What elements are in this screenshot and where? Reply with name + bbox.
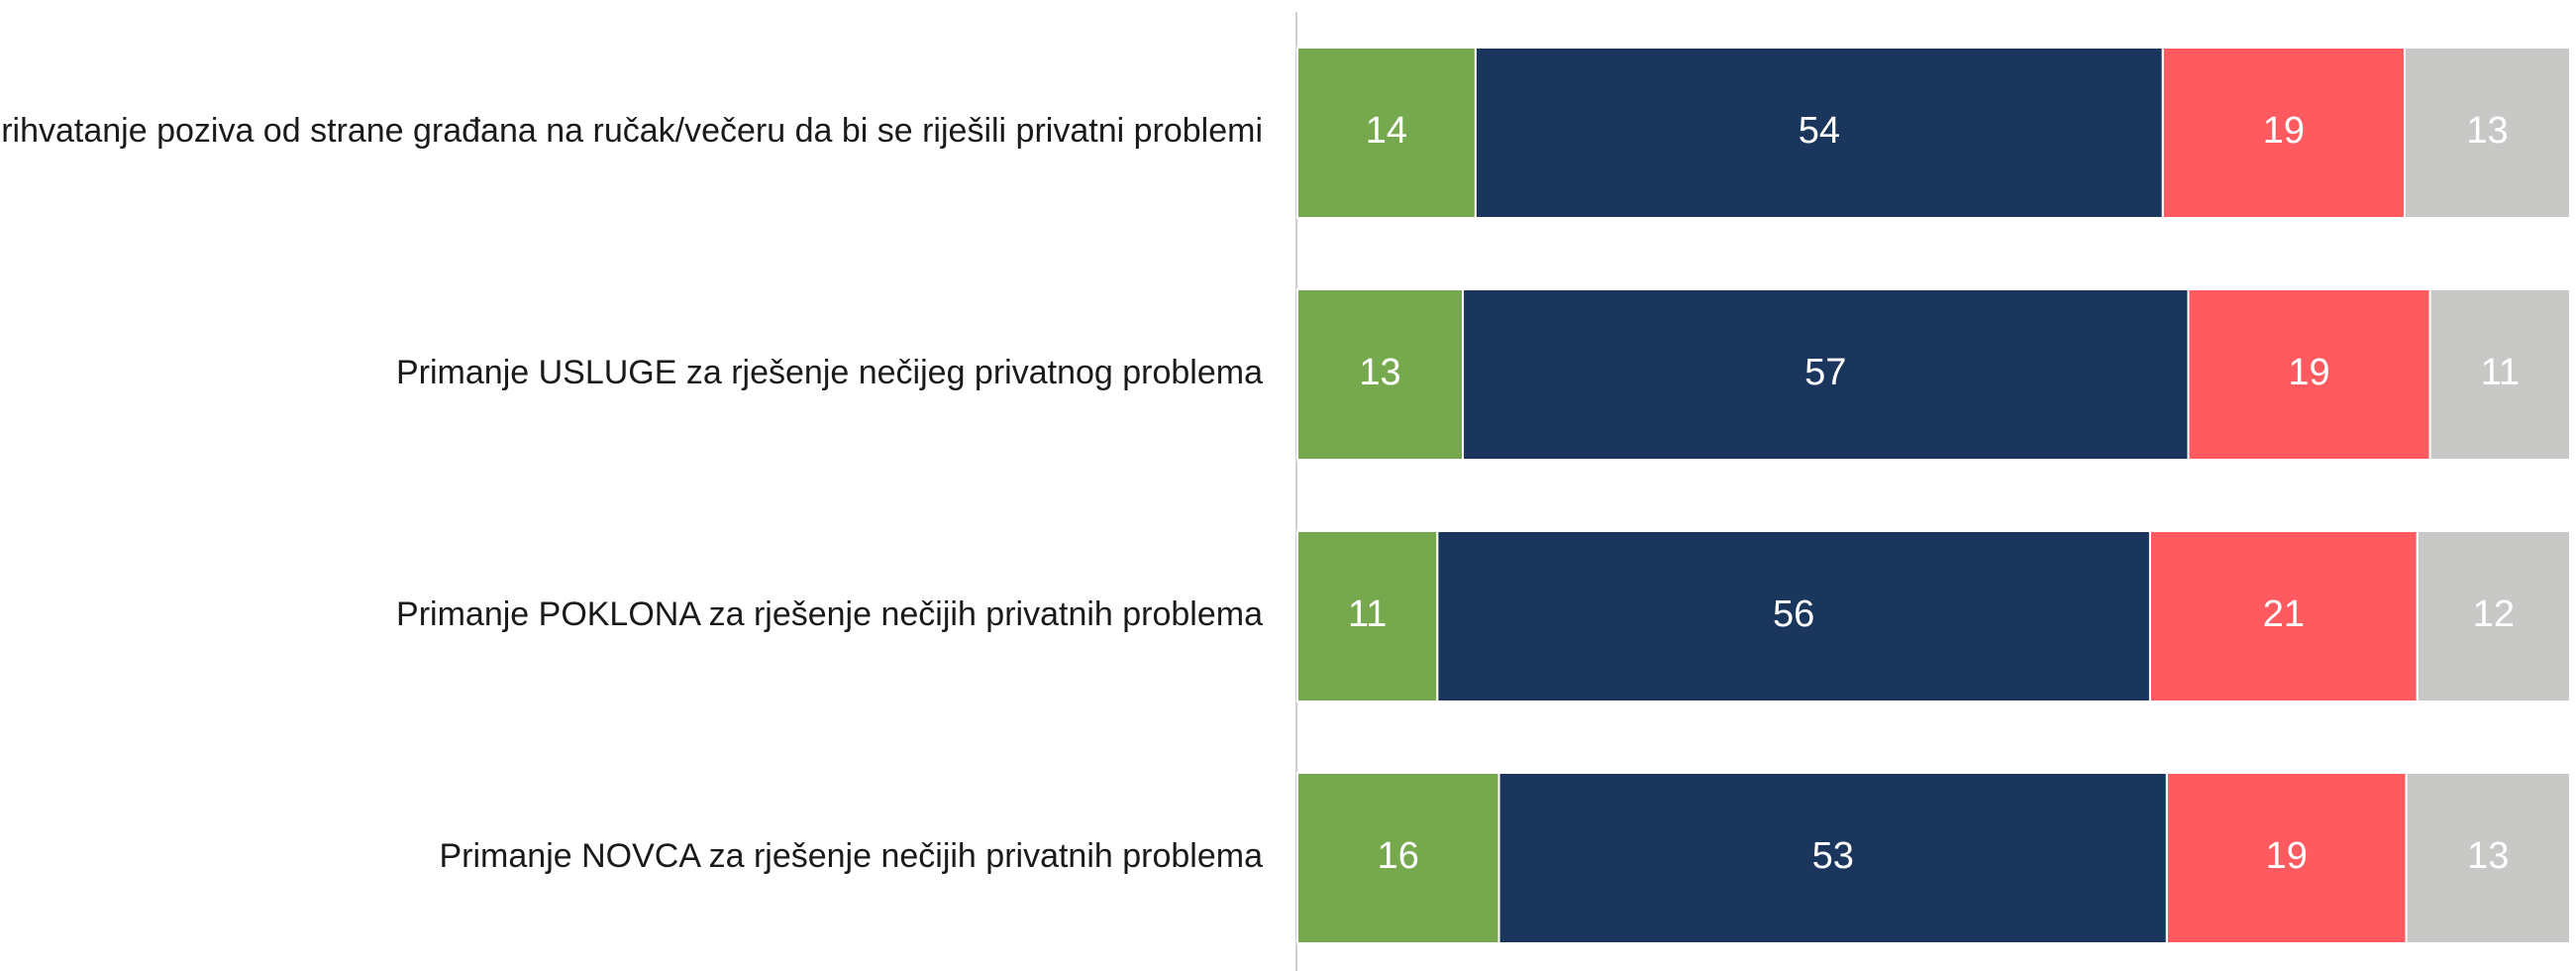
data-label: 19 [2266,835,2308,877]
bar-segment [1436,530,2151,702]
bar-segment [2403,47,2571,219]
data-label: 57 [1804,352,1846,393]
category-label: Primanje USLUGE za rješenje nečijeg priv… [396,354,1263,391]
bar-segment [2148,530,2419,702]
data-labels: 14 54 19 13 13 57 19 11 11 56 21 12 16 53 19 13 [1348,110,2520,877]
data-label: 16 [1378,835,1419,877]
data-label: 56 [1773,593,1814,635]
data-label: 19 [2288,352,2329,393]
data-label: 11 [1348,593,1387,635]
data-label: 54 [1799,110,1840,152]
bar-segment [2405,772,2572,944]
bar-segment [1497,772,2168,944]
bar-segment [1296,47,1477,219]
data-label: 12 [2473,593,2515,635]
category-label: Primanje NOVCA za rješenje nečijih priva… [440,837,1264,875]
data-label: 19 [2263,110,2305,152]
category-labels: Prihvatanje poziva od strane građana na … [0,112,1263,875]
bars [1296,47,2572,944]
category-label: Prihvatanje poziva od strane građana na … [0,112,1263,150]
bar-segment [1474,47,2164,219]
bar-segment [1462,288,2190,461]
data-label: 13 [1359,352,1400,393]
data-label: 13 [2466,110,2508,152]
data-label: 14 [1366,110,1407,152]
bar-segment [2161,47,2406,219]
data-label: 13 [2467,835,2509,877]
bar-segment [2416,530,2572,702]
data-label: 21 [2263,593,2305,635]
data-label: 53 [1812,835,1854,877]
bar-segment [1296,772,1500,944]
bar-segment [2428,288,2571,461]
bar-segment [1296,530,1439,702]
category-label: Primanje POKLONA za rješenje nečijih pri… [396,595,1263,633]
data-label: 11 [2481,352,2520,393]
bar-segment [2165,772,2408,944]
